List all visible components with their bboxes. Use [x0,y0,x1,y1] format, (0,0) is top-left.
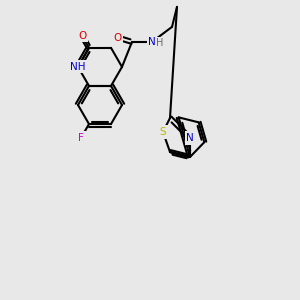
Text: O: O [113,33,122,43]
Text: N: N [186,133,194,143]
Text: O: O [78,31,86,41]
Text: S: S [160,127,166,137]
Text: NH: NH [70,62,86,72]
Text: N: N [148,37,156,47]
Text: H: H [156,38,164,48]
Text: F: F [78,133,84,143]
